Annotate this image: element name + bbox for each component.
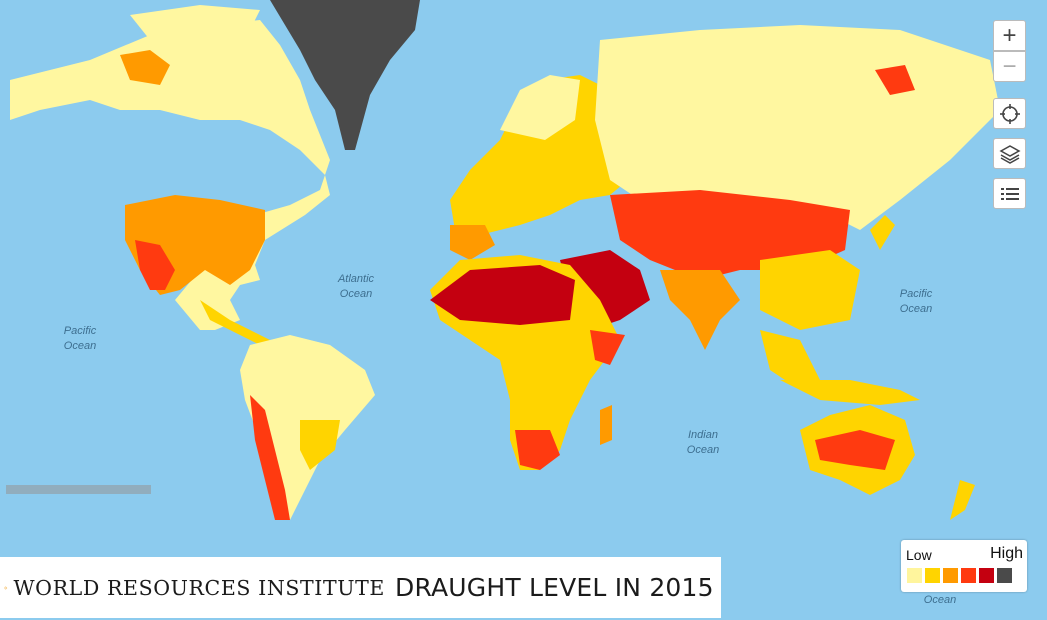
kamchatka-high	[875, 65, 915, 95]
layers-button[interactable]	[993, 138, 1026, 169]
iberia	[450, 225, 495, 260]
crosshair-icon	[999, 103, 1020, 124]
minus-icon: −	[1002, 52, 1017, 80]
layers-icon	[998, 144, 1021, 164]
indian-label-1: Indian	[688, 429, 718, 441]
wri-branding: WORLD RESOURCES INSTITUTE	[0, 557, 385, 618]
greenland	[270, 0, 420, 150]
horn-africa	[590, 330, 625, 365]
map-title: DRAUGHT LEVEL IN 2015	[395, 573, 714, 602]
legend-high-label: High	[990, 545, 1023, 562]
usa-sw-high	[135, 240, 175, 290]
arctic-canada	[120, 50, 170, 85]
new-zealand	[950, 480, 975, 520]
legend-swatch-5	[979, 568, 994, 583]
sa-east	[300, 420, 340, 470]
plus-icon: +	[1002, 21, 1017, 49]
atlantic-label-2: Ocean	[340, 288, 372, 300]
land-masses	[10, 0, 1000, 520]
china-east	[760, 250, 860, 330]
legend: Low High	[901, 540, 1027, 592]
sa-west-high	[250, 395, 290, 520]
legend-swatch-6	[997, 568, 1012, 583]
pacific-east-label-1: Pacific	[64, 325, 97, 337]
legend-swatch-2	[925, 568, 940, 583]
southern-africa-high	[515, 430, 560, 470]
indian-label-2: Ocean	[687, 444, 719, 456]
locate-button[interactable]	[993, 98, 1026, 129]
europe	[450, 75, 640, 235]
pacific-east-label-2: Ocean	[64, 340, 96, 352]
wri-star-logo	[4, 585, 8, 590]
legend-swatch-1	[907, 568, 922, 583]
japan	[870, 215, 895, 250]
legend-swatch-3	[943, 568, 958, 583]
zoom-out-button[interactable]: −	[993, 51, 1026, 82]
legend-swatches	[907, 568, 1012, 583]
map-title-bar: DRAUGHT LEVEL IN 2015	[385, 557, 721, 618]
indonesia	[780, 380, 920, 405]
madagascar	[600, 405, 612, 445]
sahara-extreme	[430, 265, 575, 325]
pacific-west-label-2: Ocean	[900, 303, 932, 315]
pacific-west-label-1: Pacific	[900, 288, 933, 300]
scale-bar	[6, 485, 151, 494]
se-asia	[760, 330, 820, 390]
central-america	[200, 300, 270, 345]
atlantic-label-1: Atlantic	[337, 273, 375, 285]
legend-low-label: Low	[906, 547, 932, 563]
legend-swatch-4	[961, 568, 976, 583]
scandinavia	[500, 75, 580, 140]
southern-label: Ocean	[924, 594, 956, 606]
india	[660, 270, 740, 350]
arctic-isles	[130, 5, 260, 40]
org-name: WORLD RESOURCES INSTITUTE	[13, 575, 385, 600]
ocean-labels: Atlantic Ocean Pacific Ocean Pacific Oce…	[64, 273, 956, 606]
zoom-in-button[interactable]: +	[993, 20, 1026, 51]
legend-list-button[interactable]	[993, 178, 1026, 209]
list-icon	[1000, 187, 1019, 200]
australia-high	[815, 430, 895, 470]
